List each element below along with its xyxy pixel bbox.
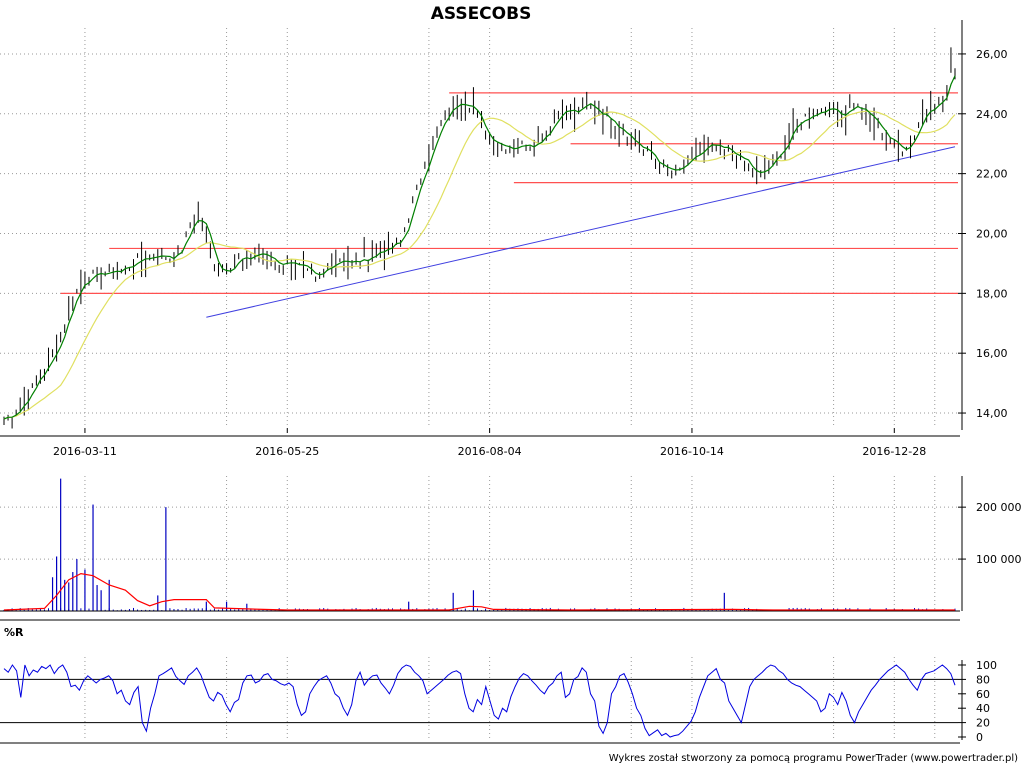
date-x-tick-label: 2016-12-28 bbox=[862, 445, 926, 458]
volume-y-tick-label: 100 000 bbox=[976, 553, 1022, 566]
williams-r-y-tick-label: 100 bbox=[976, 659, 997, 672]
short-moving-average bbox=[3, 75, 956, 420]
date-x-tick-label: 2016-08-04 bbox=[458, 445, 522, 458]
volume-bars bbox=[0, 478, 960, 612]
williams-r-line bbox=[3, 664, 956, 738]
footer-credit: Wykres został stworzony za pomocą progra… bbox=[609, 753, 1018, 764]
price-y-tick-label: 18,00 bbox=[976, 287, 1008, 300]
date-x-tick-label: 2016-05-25 bbox=[255, 445, 319, 458]
price-gridlines bbox=[0, 28, 958, 428]
chart-title: ASSECOBS bbox=[431, 4, 532, 24]
price-y-tick-label: 26,00 bbox=[976, 48, 1008, 61]
date-x-tick-label: 2016-10-14 bbox=[660, 445, 724, 458]
price-bars bbox=[3, 47, 956, 429]
price-y-tick-label: 24,00 bbox=[976, 108, 1008, 121]
price-y-tick-label: 14,00 bbox=[976, 407, 1008, 420]
williams-r-y-tick-label: 40 bbox=[976, 702, 990, 715]
williams-r-gridlines bbox=[0, 657, 958, 741]
volume-ma-line bbox=[3, 572, 955, 611]
volume-y-axis: 100 000 200 000 bbox=[958, 476, 1022, 611]
date-x-tick-label: 2016-03-11 bbox=[53, 445, 117, 458]
support-resistance-lines bbox=[60, 92, 958, 294]
long-moving-average bbox=[3, 110, 956, 420]
williams-r-series bbox=[3, 664, 956, 738]
volume-moving-average bbox=[3, 572, 955, 611]
volume-y-tick-label: 200 000 bbox=[976, 501, 1022, 514]
moving-averages bbox=[3, 75, 956, 420]
price-y-axis: 14,00 16,00 18,00 20,00 22,00 24,00 26,00 bbox=[958, 20, 1008, 430]
price-y-tick-label: 20,00 bbox=[976, 227, 1008, 240]
williams-r-y-tick-label: 60 bbox=[976, 688, 990, 701]
volume-gridlines bbox=[0, 476, 958, 611]
price-y-tick-label: 16,00 bbox=[976, 347, 1008, 360]
williams-r-label: %R bbox=[4, 626, 24, 639]
williams-r-y-tick-label: 0 bbox=[976, 731, 983, 744]
trendline-line bbox=[206, 146, 956, 318]
date-x-axis: 2016-03-11 2016-05-25 2016-08-04 2016-10-14… bbox=[0, 428, 960, 458]
williams-r-y-tick-label: 80 bbox=[976, 673, 990, 686]
williams-r-y-tick-label: 20 bbox=[976, 717, 990, 730]
trendline bbox=[206, 146, 956, 318]
price-y-tick-label: 22,00 bbox=[976, 168, 1008, 181]
